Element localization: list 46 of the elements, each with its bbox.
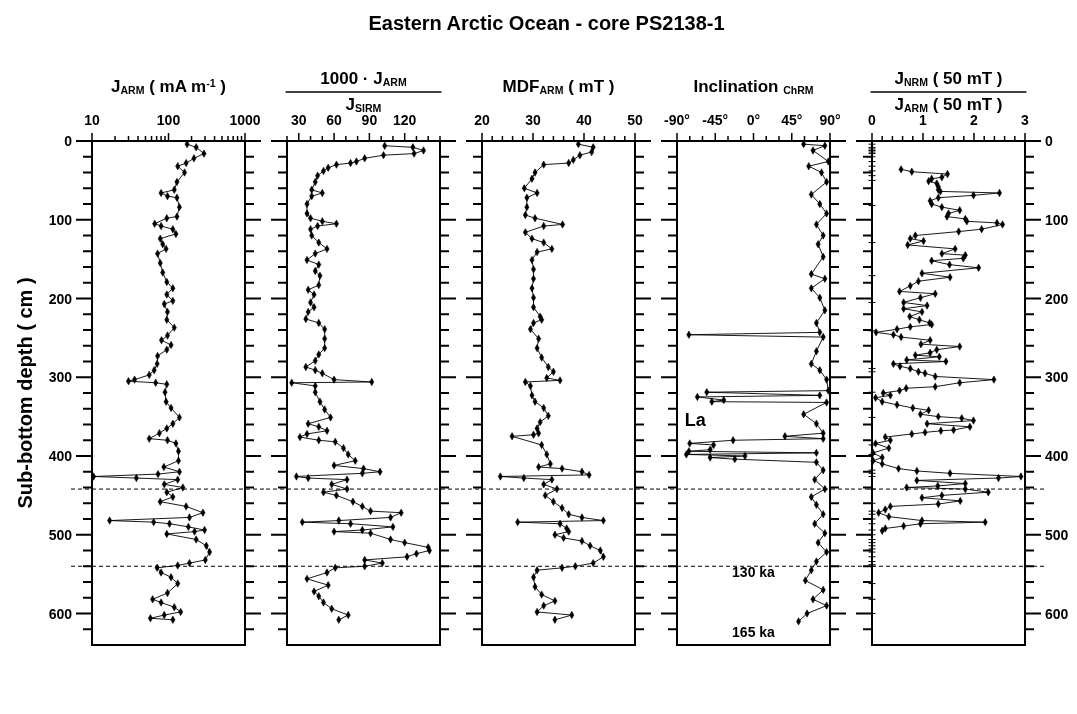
x-tick-label: 30 [290, 112, 307, 128]
chart-title: Eastern Arctic Ocean - core PS2138-1 [368, 12, 725, 34]
text: J$_{NRM}$ ( 50 mT ) [894, 69, 1003, 89]
x-tick-label: -45° [702, 112, 729, 128]
annotation: 165 ka [732, 624, 776, 641]
x-tick-label: 0° [746, 112, 761, 128]
y-tick-label: 500 [48, 526, 73, 543]
x-tick-label: 3 [1021, 112, 1030, 128]
x-tick-label: 90 [361, 112, 378, 128]
x-axis-title: MDF$_{ARM}$ ( mT ) [502, 77, 615, 97]
x-tick-label: 10 [84, 112, 100, 128]
x-axis-title: Inclination $_{ChRM}$ [693, 77, 814, 97]
text: J$_{SIRM}$ [345, 95, 382, 115]
x-tick-label: 1000 [229, 112, 261, 128]
x-tick-label: 2 [970, 112, 979, 128]
y-tick-label: 0 [1045, 133, 1053, 149]
y-tick-label: 100 [48, 211, 73, 228]
x-tick-label: 1 [919, 112, 928, 128]
x-tick-label: 120 [393, 112, 417, 128]
x-tick-label: 45° [781, 112, 803, 128]
x-tick-label: 30 [525, 112, 541, 128]
annotation: La [684, 409, 707, 430]
x-tick-label: 60 [326, 112, 343, 128]
text: J$_{ARM}$ ( 50 mT ) [894, 95, 1003, 115]
y-tick-label: 300 [48, 369, 73, 386]
text: 1000 · J$_{ARM}$ [320, 69, 407, 89]
y-tick-label: 100 [1045, 211, 1069, 228]
x-tick-label: 50 [627, 112, 643, 128]
y-axis-title: Sub-bottom depth ( cm ) [14, 277, 36, 509]
x-tick-label: 40 [576, 112, 592, 128]
x-tick-label: 100 [156, 112, 181, 128]
y-tick-label: 600 [1045, 605, 1069, 622]
x-axis-title: J$_{ARM}$ ( mA m$^{-1}$ ) [111, 76, 226, 97]
annotation: 130 ka [732, 563, 776, 580]
x-tick-label: 90° [819, 112, 841, 128]
y-tick-label: 0 [64, 133, 73, 149]
y-tick-label: 600 [48, 605, 73, 622]
y-tick-label: 200 [48, 290, 73, 307]
y-tick-label: 400 [1045, 448, 1069, 464]
x-tick-label: 0 [868, 112, 877, 128]
x-tick-label: -90° [664, 112, 690, 128]
y-tick-label: 400 [48, 448, 73, 464]
x-tick-label: 20 [474, 112, 490, 128]
y-tick-label: 300 [1045, 369, 1069, 386]
y-tick-label: 500 [1045, 526, 1069, 543]
y-tick-label: 200 [1045, 290, 1069, 307]
